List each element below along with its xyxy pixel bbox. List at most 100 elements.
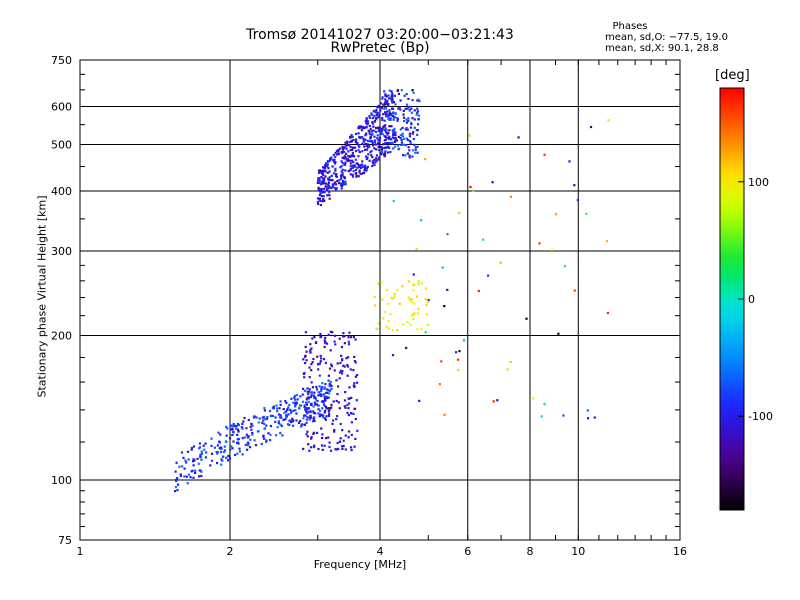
data-point: [344, 180, 347, 183]
data-point: [377, 322, 380, 325]
data-point: [325, 185, 328, 188]
data-point: [384, 98, 387, 101]
data-point: [375, 118, 378, 121]
data-point: [245, 433, 249, 437]
data-point: [277, 420, 280, 423]
data-point: [304, 414, 307, 417]
data-point: [362, 171, 365, 175]
data-point: [203, 448, 206, 451]
data-point: [227, 454, 230, 458]
data-point: [269, 414, 272, 417]
data-point: [192, 445, 195, 448]
data-point: [319, 171, 322, 174]
data-point: [336, 150, 339, 153]
data-point: [176, 477, 179, 480]
data-point: [349, 169, 352, 172]
data-point: [340, 160, 343, 163]
data-point: [554, 213, 558, 216]
data-point: [216, 444, 219, 447]
data-point: [306, 430, 309, 433]
data-point: [354, 158, 357, 161]
data-point: [377, 148, 380, 152]
data-point: [415, 247, 418, 251]
data-point: [387, 117, 390, 120]
data-point: [277, 413, 281, 416]
data-point: [336, 179, 339, 183]
data-point: [326, 164, 329, 167]
data-point: [317, 404, 320, 407]
data-point: [384, 111, 387, 114]
data-point: [390, 98, 393, 101]
data-point: [334, 161, 337, 164]
data-point: [394, 140, 397, 143]
data-point: [416, 129, 419, 132]
data-point: [336, 393, 339, 396]
data-point: [251, 431, 254, 435]
data-point: [369, 151, 372, 154]
data-point: [411, 99, 414, 102]
data-point: [197, 462, 200, 465]
data-point: [409, 126, 412, 129]
data-point: [344, 141, 347, 144]
data-point: [348, 402, 351, 405]
data-point: [320, 187, 323, 191]
data-point: [337, 385, 340, 388]
data-point: [402, 323, 405, 326]
data-point: [338, 377, 341, 380]
phase-stats-x: mean, sd,X: 90.1, 28.8: [605, 43, 719, 54]
data-point: [414, 151, 417, 154]
data-point: [347, 407, 350, 410]
data-point: [391, 329, 394, 332]
data-point: [316, 201, 319, 204]
data-point: [284, 410, 287, 413]
data-point: [386, 136, 389, 139]
data-point: [303, 423, 307, 426]
data-point: [323, 169, 326, 173]
data-point: [237, 438, 240, 441]
data-point: [343, 399, 347, 402]
data-point: [238, 450, 241, 453]
data-point: [324, 418, 327, 421]
data-point: [443, 305, 446, 308]
data-point: [348, 386, 351, 389]
data-point: [318, 188, 322, 191]
data-point: [406, 320, 409, 323]
data-point: [350, 154, 353, 158]
data-point: [278, 416, 282, 419]
data-point: [317, 363, 320, 366]
data-point: [346, 364, 349, 367]
data-point: [372, 144, 375, 147]
data-point: [416, 133, 419, 136]
data-point: [333, 429, 336, 432]
data-point: [320, 357, 323, 360]
data-point: [381, 151, 384, 154]
data-point: [329, 349, 332, 352]
data-point: [394, 103, 397, 106]
data-point: [328, 389, 331, 392]
data-point: [310, 381, 313, 384]
data-point: [417, 114, 421, 117]
data-point: [341, 445, 344, 448]
data-point: [265, 424, 268, 427]
data-point: [334, 152, 337, 155]
data-point: [306, 387, 309, 390]
data-point: [380, 132, 383, 136]
data-point: [409, 323, 412, 326]
data-point: [349, 162, 352, 165]
data-point: [482, 238, 485, 241]
data-point: [410, 121, 413, 124]
data-point: [342, 181, 345, 184]
data-point: [394, 131, 397, 134]
data-point: [185, 475, 188, 478]
data-point: [326, 171, 329, 174]
data-point: [339, 166, 342, 169]
data-point: [378, 139, 381, 142]
y-tick-label: 600: [51, 101, 72, 114]
data-point: [388, 109, 391, 112]
data-point: [415, 113, 418, 116]
data-point: [391, 92, 394, 95]
data-point: [391, 141, 394, 144]
data-point: [309, 350, 312, 353]
data-point: [183, 467, 186, 470]
data-point: [404, 154, 407, 157]
